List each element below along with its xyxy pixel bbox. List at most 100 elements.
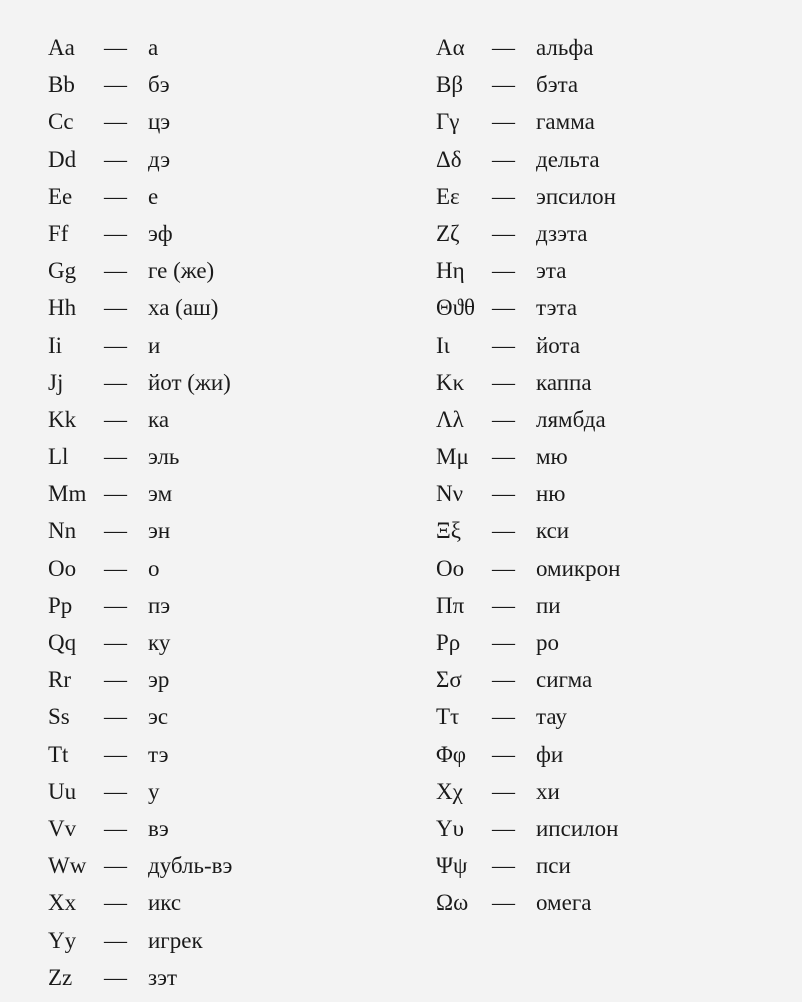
separator-dash: — bbox=[104, 779, 148, 805]
latin-row: Yy—игрек bbox=[48, 928, 366, 954]
latin-row: Pp—пэ bbox=[48, 593, 366, 619]
greek-row: Ρρ—ро bbox=[436, 630, 754, 656]
latin-row: Bb—бэ bbox=[48, 72, 366, 98]
greek-name: ню bbox=[536, 481, 754, 507]
greek-letters: Φφ bbox=[436, 742, 492, 768]
greek-letters: Υυ bbox=[436, 816, 492, 842]
greek-row: Ττ—тау bbox=[436, 704, 754, 730]
latin-name: эр bbox=[148, 667, 366, 693]
latin-row: Ff—эф bbox=[48, 221, 366, 247]
separator-dash: — bbox=[104, 667, 148, 693]
greek-name: тэта bbox=[536, 295, 754, 321]
latin-row: Ii—и bbox=[48, 333, 366, 359]
greek-row: Σσ—сигма bbox=[436, 667, 754, 693]
greek-row: Ιι—йота bbox=[436, 333, 754, 359]
greek-row: Λλ—лямбда bbox=[436, 407, 754, 433]
greek-row: Αα—альфа bbox=[436, 35, 754, 61]
separator-dash: — bbox=[492, 184, 536, 210]
greek-letters: Ζζ bbox=[436, 221, 492, 247]
greek-column: Αα—альфаΒβ—бэтаΓγ—гаммаΔδ—дельтаΕε—эпсил… bbox=[436, 35, 754, 1002]
latin-letters: Ii bbox=[48, 333, 104, 359]
latin-letters: Jj bbox=[48, 370, 104, 396]
greek-row: Ωω—омега bbox=[436, 890, 754, 916]
greek-letters: Ψψ bbox=[436, 853, 492, 879]
latin-row: Gg—ге (же) bbox=[48, 258, 366, 284]
greek-name: хи bbox=[536, 779, 754, 805]
latin-name: эль bbox=[148, 444, 366, 470]
latin-name: у bbox=[148, 779, 366, 805]
latin-row: Mm—эм bbox=[48, 481, 366, 507]
latin-letters: Ff bbox=[48, 221, 104, 247]
alphabet-table: Aa—аBb—бэCc—цэDd—дэEe—еFf—эфGg—ге (же)Hh… bbox=[48, 35, 754, 1002]
greek-name: кси bbox=[536, 518, 754, 544]
latin-letters: Gg bbox=[48, 258, 104, 284]
separator-dash: — bbox=[492, 333, 536, 359]
latin-letters: Nn bbox=[48, 518, 104, 544]
separator-dash: — bbox=[104, 35, 148, 61]
separator-dash: — bbox=[104, 593, 148, 619]
latin-row: Ll—эль bbox=[48, 444, 366, 470]
latin-name: пэ bbox=[148, 593, 366, 619]
separator-dash: — bbox=[104, 928, 148, 954]
separator-dash: — bbox=[492, 667, 536, 693]
separator-dash: — bbox=[104, 556, 148, 582]
latin-name: о bbox=[148, 556, 366, 582]
separator-dash: — bbox=[104, 816, 148, 842]
separator-dash: — bbox=[492, 704, 536, 730]
greek-row: Κκ—каппа bbox=[436, 370, 754, 396]
latin-letters: Ll bbox=[48, 444, 104, 470]
separator-dash: — bbox=[104, 965, 148, 991]
latin-name: зэт bbox=[148, 965, 366, 991]
separator-dash: — bbox=[104, 72, 148, 98]
latin-letters: Qq bbox=[48, 630, 104, 656]
greek-letters: Γγ bbox=[436, 109, 492, 135]
separator-dash: — bbox=[104, 258, 148, 284]
greek-name: дельта bbox=[536, 147, 754, 173]
separator-dash: — bbox=[104, 518, 148, 544]
latin-row: Tt—тэ bbox=[48, 742, 366, 768]
separator-dash: — bbox=[492, 35, 536, 61]
greek-row: Ηη—эта bbox=[436, 258, 754, 284]
separator-dash: — bbox=[492, 72, 536, 98]
greek-letters: Ββ bbox=[436, 72, 492, 98]
separator-dash: — bbox=[492, 630, 536, 656]
separator-dash: — bbox=[492, 518, 536, 544]
latin-name: ге (же) bbox=[148, 258, 366, 284]
greek-name: эпсилон bbox=[536, 184, 754, 210]
latin-name: цэ bbox=[148, 109, 366, 135]
greek-name: лямбда bbox=[536, 407, 754, 433]
separator-dash: — bbox=[104, 295, 148, 321]
latin-row: Ee—е bbox=[48, 184, 366, 210]
greek-name: омега bbox=[536, 890, 754, 916]
greek-row: Φφ—фи bbox=[436, 742, 754, 768]
greek-letters: Ωω bbox=[436, 890, 492, 916]
separator-dash: — bbox=[104, 853, 148, 879]
greek-name: мю bbox=[536, 444, 754, 470]
latin-letters: Mm bbox=[48, 481, 104, 507]
greek-letters: Εε bbox=[436, 184, 492, 210]
latin-letters: Vv bbox=[48, 816, 104, 842]
greek-letters: Μμ bbox=[436, 444, 492, 470]
latin-letters: Zz bbox=[48, 965, 104, 991]
greek-name: йота bbox=[536, 333, 754, 359]
latin-letters: Cc bbox=[48, 109, 104, 135]
separator-dash: — bbox=[492, 444, 536, 470]
latin-letters: Tt bbox=[48, 742, 104, 768]
separator-dash: — bbox=[492, 742, 536, 768]
latin-name: ку bbox=[148, 630, 366, 656]
separator-dash: — bbox=[104, 370, 148, 396]
greek-letters: Λλ bbox=[436, 407, 492, 433]
latin-row: Dd—дэ bbox=[48, 147, 366, 173]
latin-row: Nn—эн bbox=[48, 518, 366, 544]
separator-dash: — bbox=[104, 742, 148, 768]
separator-dash: — bbox=[492, 221, 536, 247]
latin-row: Aa—а bbox=[48, 35, 366, 61]
greek-name: дзэта bbox=[536, 221, 754, 247]
latin-row: Ss—эс bbox=[48, 704, 366, 730]
separator-dash: — bbox=[104, 704, 148, 730]
greek-letters: Κκ bbox=[436, 370, 492, 396]
separator-dash: — bbox=[492, 109, 536, 135]
latin-name: а bbox=[148, 35, 366, 61]
separator-dash: — bbox=[492, 481, 536, 507]
greek-name: сигма bbox=[536, 667, 754, 693]
